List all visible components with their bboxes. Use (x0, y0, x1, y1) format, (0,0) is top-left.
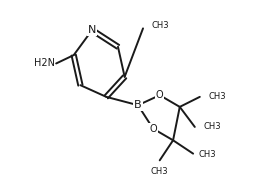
Text: CH3: CH3 (208, 92, 226, 101)
Text: B: B (134, 100, 142, 110)
Text: O: O (149, 124, 157, 134)
Text: CH3: CH3 (151, 167, 169, 176)
Text: CH3: CH3 (203, 122, 221, 131)
Text: CH3: CH3 (151, 21, 169, 30)
Text: O: O (156, 90, 164, 100)
Text: H2N: H2N (34, 58, 55, 68)
Text: N: N (88, 25, 96, 35)
Text: CH3: CH3 (198, 150, 216, 159)
